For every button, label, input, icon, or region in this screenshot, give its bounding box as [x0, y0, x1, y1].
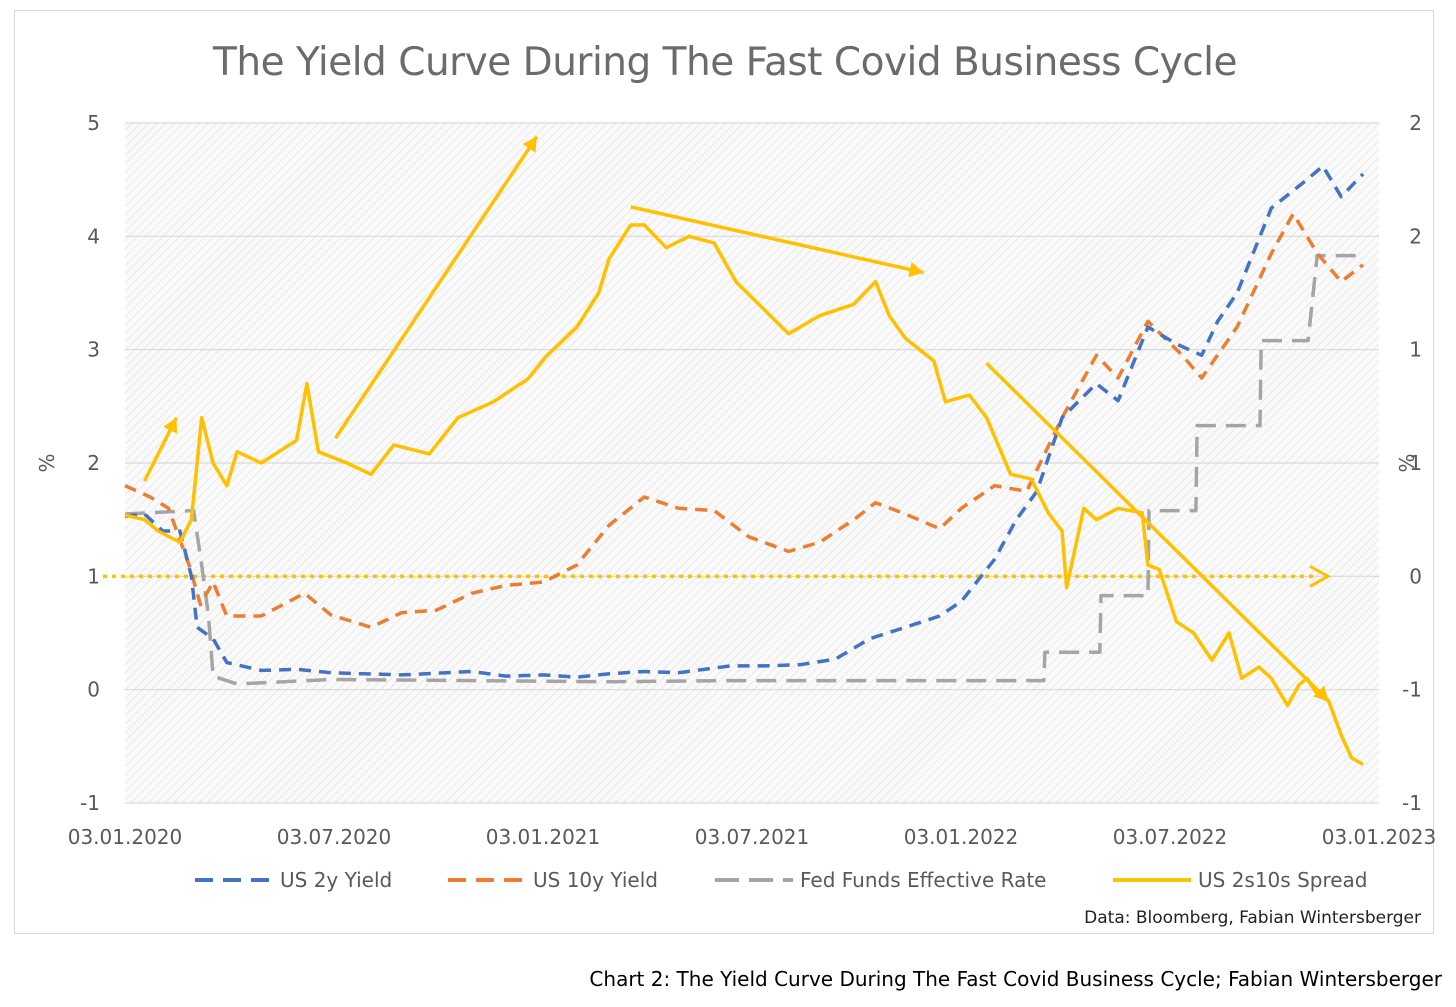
zero-line-layer: [103, 565, 1332, 588]
y-tick-label-right: -1: [1402, 791, 1422, 815]
x-tick-label: 03.01.2020: [68, 825, 183, 849]
trend-arrow: [630, 205, 925, 275]
y-tick-label-right: 1: [1409, 451, 1422, 475]
y-tick-label-right: 2: [1409, 224, 1422, 248]
trend-arrow: [985, 362, 1330, 703]
trend-arrowhead: [163, 417, 178, 434]
series-line-us10y: [124, 211, 1365, 630]
figure-caption: Chart 2: The Yield Curve During The Fast…: [589, 967, 1442, 991]
y-axis-label-right: %: [1395, 453, 1419, 472]
legend-label-fedfunds: Fed Funds Effective Rate: [800, 868, 1046, 892]
series-layer: [124, 164, 1365, 767]
y-tick-label-left: 4: [87, 224, 100, 248]
y-tick-label-left: 1: [87, 564, 100, 588]
axes-layer: 5 2 4 2 3 1 2 1 1 0 0 -1 -1 -1 03.01.2020 03.07.2020 03.…: [68, 111, 1437, 849]
x-tick-label: 03.07.2022: [1113, 825, 1228, 849]
series-line-us2y: [124, 164, 1365, 679]
legend-label-us2y: US 2y Yield: [280, 868, 392, 892]
y-tick-label-left: -1: [80, 791, 100, 815]
trend-arrowhead: [1313, 685, 1329, 701]
y-tick-label-left: 3: [87, 338, 100, 362]
zero-line-arrowhead: [1309, 565, 1332, 588]
y-tick-label-right: 0: [1409, 564, 1422, 588]
y-tick-label-right: 1: [1409, 338, 1422, 362]
gridlines: [125, 122, 1379, 804]
x-tick-label: 03.01.2022: [904, 825, 1019, 849]
x-tick-label: 03.01.2023: [1322, 825, 1437, 849]
y-axis-label-left: %: [35, 453, 59, 472]
trend-arrow: [334, 135, 539, 440]
x-tick-label: 03.01.2021: [486, 825, 601, 849]
series-line-spread: [124, 223, 1364, 767]
x-tick-label: 03.07.2021: [695, 825, 810, 849]
legend-label-us10y: US 10y Yield: [533, 868, 658, 892]
trend-arrowhead: [908, 262, 924, 278]
series-line-fedfunds: [124, 253, 1363, 686]
legend-label-spread: US 2s10s Spread: [1198, 868, 1368, 892]
source-note: Data: Bloomberg, Fabian Wintersberger: [1084, 908, 1421, 928]
trend-arrowhead: [522, 136, 537, 153]
y-tick-label-left: 2: [87, 451, 100, 475]
chart-title: The Yield Curve During The Fast Covid Bu…: [212, 40, 1237, 85]
legend: US 2y Yield US 10y Yield Fed Funds Effecti…: [195, 868, 1368, 892]
y-tick-label-right: 2: [1409, 111, 1422, 135]
y-tick-label-left: 0: [87, 678, 100, 702]
arrow-layer: [142, 135, 1330, 703]
x-tick-label: 03.07.2020: [277, 825, 392, 849]
y-tick-label-right: -1: [1402, 678, 1422, 702]
y-tick-label-left: 5: [87, 111, 100, 135]
